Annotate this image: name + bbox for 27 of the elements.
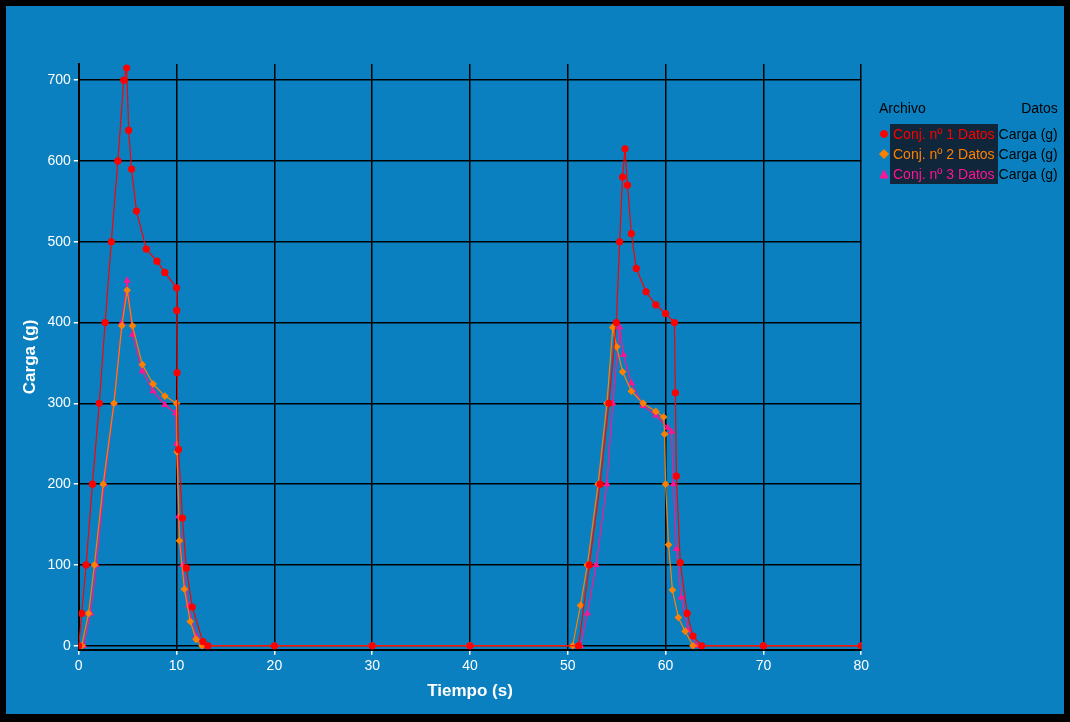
x-tick-label: 30 [364,657,381,674]
y-tick-label: 200 [47,475,71,492]
y-axis-title: Carga (g) [19,319,39,395]
y-tick-label: 0 [62,636,71,653]
x-tick-label: 40 [462,657,478,674]
legend-label: Conj. nº 3 Datos [890,164,998,184]
y-tick-label: 400 [47,313,71,330]
y-tick-label: 600 [47,151,71,168]
y-tick-label: 700 [47,71,71,88]
y-tick-label: 100 [47,555,71,572]
x-tick-label: 50 [560,657,576,674]
x-tick-label: 10 [168,657,185,674]
legend-label: Conj. nº 2 Datos [890,144,998,164]
x-tick-label: 60 [657,657,674,674]
text: Carga (g) [997,145,1059,164]
x-axis-title: Tiempo (s) [427,681,513,701]
text: Carga (g) [997,125,1059,144]
x-tick-label: 80 [853,657,870,674]
y-tick-label: 300 [47,394,71,411]
x-tick-label: 0 [74,657,83,674]
x-tick-label: 20 [266,657,283,674]
x-tick-label: 70 [755,657,772,674]
y-tick-label: 500 [47,232,71,249]
text: Datos [1020,99,1059,118]
legend-title: Archivo [878,99,927,118]
text: Carga (g) [997,165,1059,184]
legend-label: Conj. nº 1 Datos [890,124,998,144]
